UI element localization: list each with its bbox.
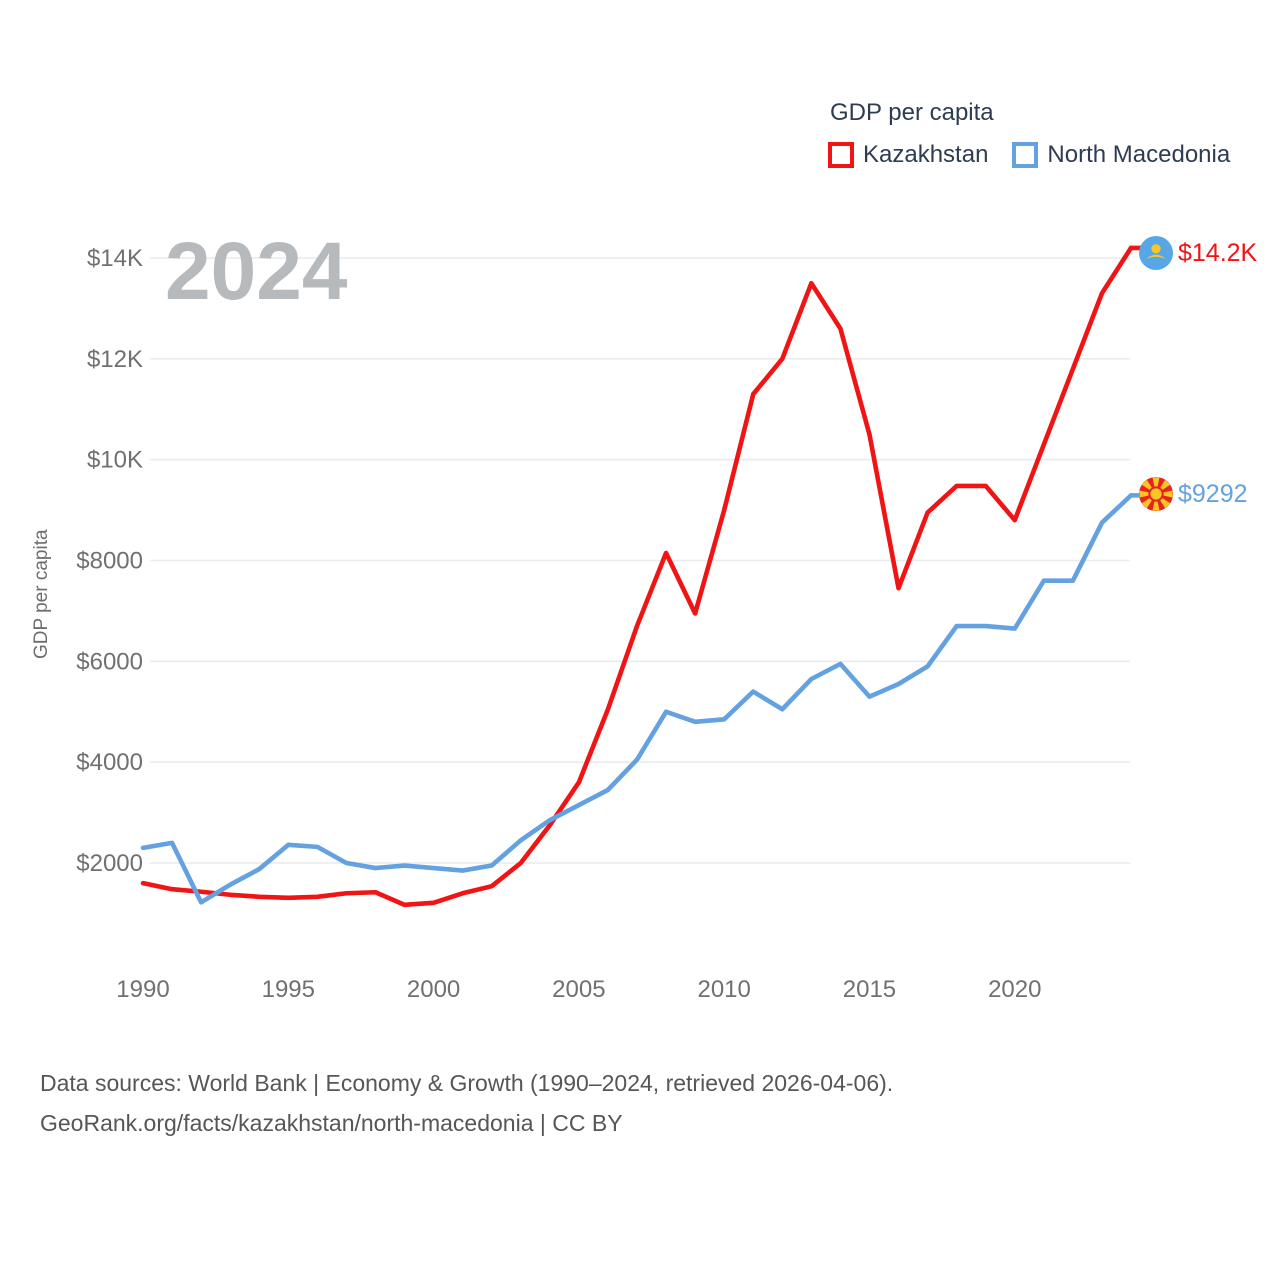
kazakhstan-end-label: $14.2K bbox=[1178, 239, 1258, 267]
north-macedonia-end-label: $9292 bbox=[1178, 480, 1248, 508]
y-tick-label: $14K bbox=[87, 245, 143, 272]
legend-items: Kazakhstan North Macedonia bbox=[828, 141, 1230, 169]
x-tick-label: 2010 bbox=[697, 976, 750, 1003]
x-tick-label: 2005 bbox=[552, 976, 605, 1003]
y-tick-label: $10K bbox=[87, 447, 143, 474]
north-macedonia-swatch-icon bbox=[1012, 142, 1039, 168]
legend-item-kazakhstan[interactable]: Kazakhstan bbox=[828, 141, 988, 169]
series-line-kazakhstan[interactable] bbox=[140, 245, 1134, 908]
y-tick-label: $12K bbox=[87, 346, 143, 373]
legend-title: GDP per capita bbox=[830, 99, 994, 126]
kazakhstan-swatch-icon bbox=[828, 142, 854, 168]
north-macedonia-flag-icon bbox=[1139, 477, 1173, 511]
footer-link[interactable]: GeoRank.org/facts/kazakhstan/north-maced… bbox=[40, 1110, 623, 1136]
legend: GDP per capita Kazakhstan North Macedoni… bbox=[828, 99, 1230, 169]
watermark-year: 2024 bbox=[165, 226, 348, 317]
y-axis-title: GDP per capita bbox=[31, 529, 52, 659]
x-tick-label: 2015 bbox=[843, 976, 896, 1003]
x-tick-label: 1990 bbox=[116, 976, 169, 1003]
footer: Data sources: World Bank | Economy & Gro… bbox=[40, 1063, 893, 1143]
y-tick-label: $2000 bbox=[76, 850, 143, 877]
legend-label-north-macedonia: North Macedonia bbox=[1047, 141, 1231, 168]
legend-label-kazakhstan: Kazakhstan bbox=[863, 141, 989, 168]
y-tick-label: $4000 bbox=[76, 749, 143, 776]
series-line-north-macedonia[interactable] bbox=[140, 493, 1134, 905]
x-tick-label: 1995 bbox=[262, 976, 315, 1003]
x-tick-label: 2000 bbox=[407, 976, 460, 1003]
x-tick-label: 2020 bbox=[988, 976, 1041, 1003]
kazakhstan-flag-icon bbox=[1139, 236, 1173, 270]
y-tick-label: $6000 bbox=[76, 648, 143, 675]
footer-sources: Data sources: World Bank | Economy & Gro… bbox=[40, 1070, 894, 1096]
legend-item-north-macedonia[interactable]: North Macedonia bbox=[1012, 141, 1230, 169]
y-tick-label: $8000 bbox=[76, 548, 143, 575]
